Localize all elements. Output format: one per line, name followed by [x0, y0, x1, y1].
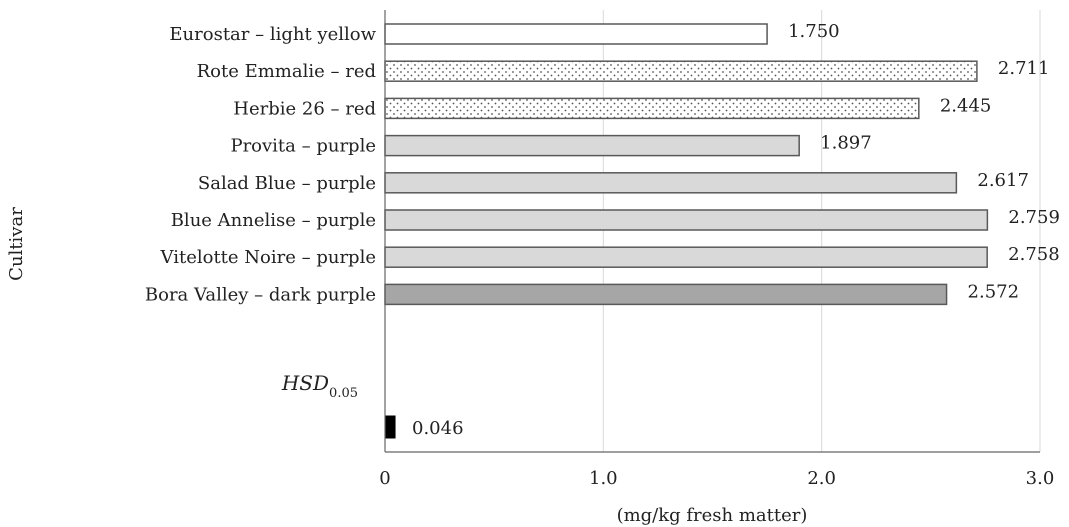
hsd-label: HSD0.05 — [281, 371, 358, 401]
value-label: 1.750 — [788, 21, 840, 42]
grid-lines — [602, 10, 1041, 452]
category-label: Vitelotte Noire – purple — [160, 247, 376, 268]
bar — [384, 283, 948, 306]
x-axis-title: (mg/kg fresh matter) — [617, 505, 808, 526]
bar — [384, 172, 958, 194]
x-tick-label: 0 — [379, 468, 390, 489]
category-label: Blue Annelise – purple — [171, 210, 376, 231]
x-tick-label: 1.0 — [589, 468, 618, 489]
y-axis-title: Cultivar — [6, 207, 27, 281]
bars — [384, 23, 989, 439]
bar — [384, 60, 978, 82]
bar — [384, 134, 800, 157]
category-label: Provita – purple — [230, 136, 376, 157]
category-label: Eurostar – light yellow — [169, 24, 376, 45]
value-label: 2.711 — [998, 58, 1050, 79]
x-tick-label: 2.0 — [807, 468, 836, 489]
hsd-bar — [384, 415, 396, 439]
hsd-label-sub: 0.05 — [329, 386, 358, 401]
category-label: Salad Blue – purple — [198, 173, 376, 194]
category-label: Herbie 26 – red — [233, 98, 376, 119]
value-label: 2.572 — [968, 281, 1020, 302]
value-label: 2.445 — [940, 95, 992, 116]
category-label: Bora Valley – dark purple — [145, 284, 376, 305]
bar — [384, 209, 989, 231]
axes — [384, 10, 1040, 453]
bar — [384, 246, 988, 268]
category-label: Rote Emmalie – red — [197, 61, 376, 82]
bar — [384, 97, 920, 120]
hsd-label-main: HSD — [281, 371, 329, 395]
bar — [384, 23, 768, 45]
value-label: 1.897 — [820, 133, 872, 154]
x-tick-label: 3.0 — [1026, 468, 1055, 489]
value-label: 2.758 — [1008, 244, 1060, 265]
value-label: 2.617 — [977, 170, 1029, 191]
hsd-value-label: 0.046 — [412, 418, 464, 439]
value-label: 2.759 — [1008, 207, 1060, 228]
labels: Eurostar – light yellow 1.750 Rote Emmalie… — [145, 21, 1060, 489]
